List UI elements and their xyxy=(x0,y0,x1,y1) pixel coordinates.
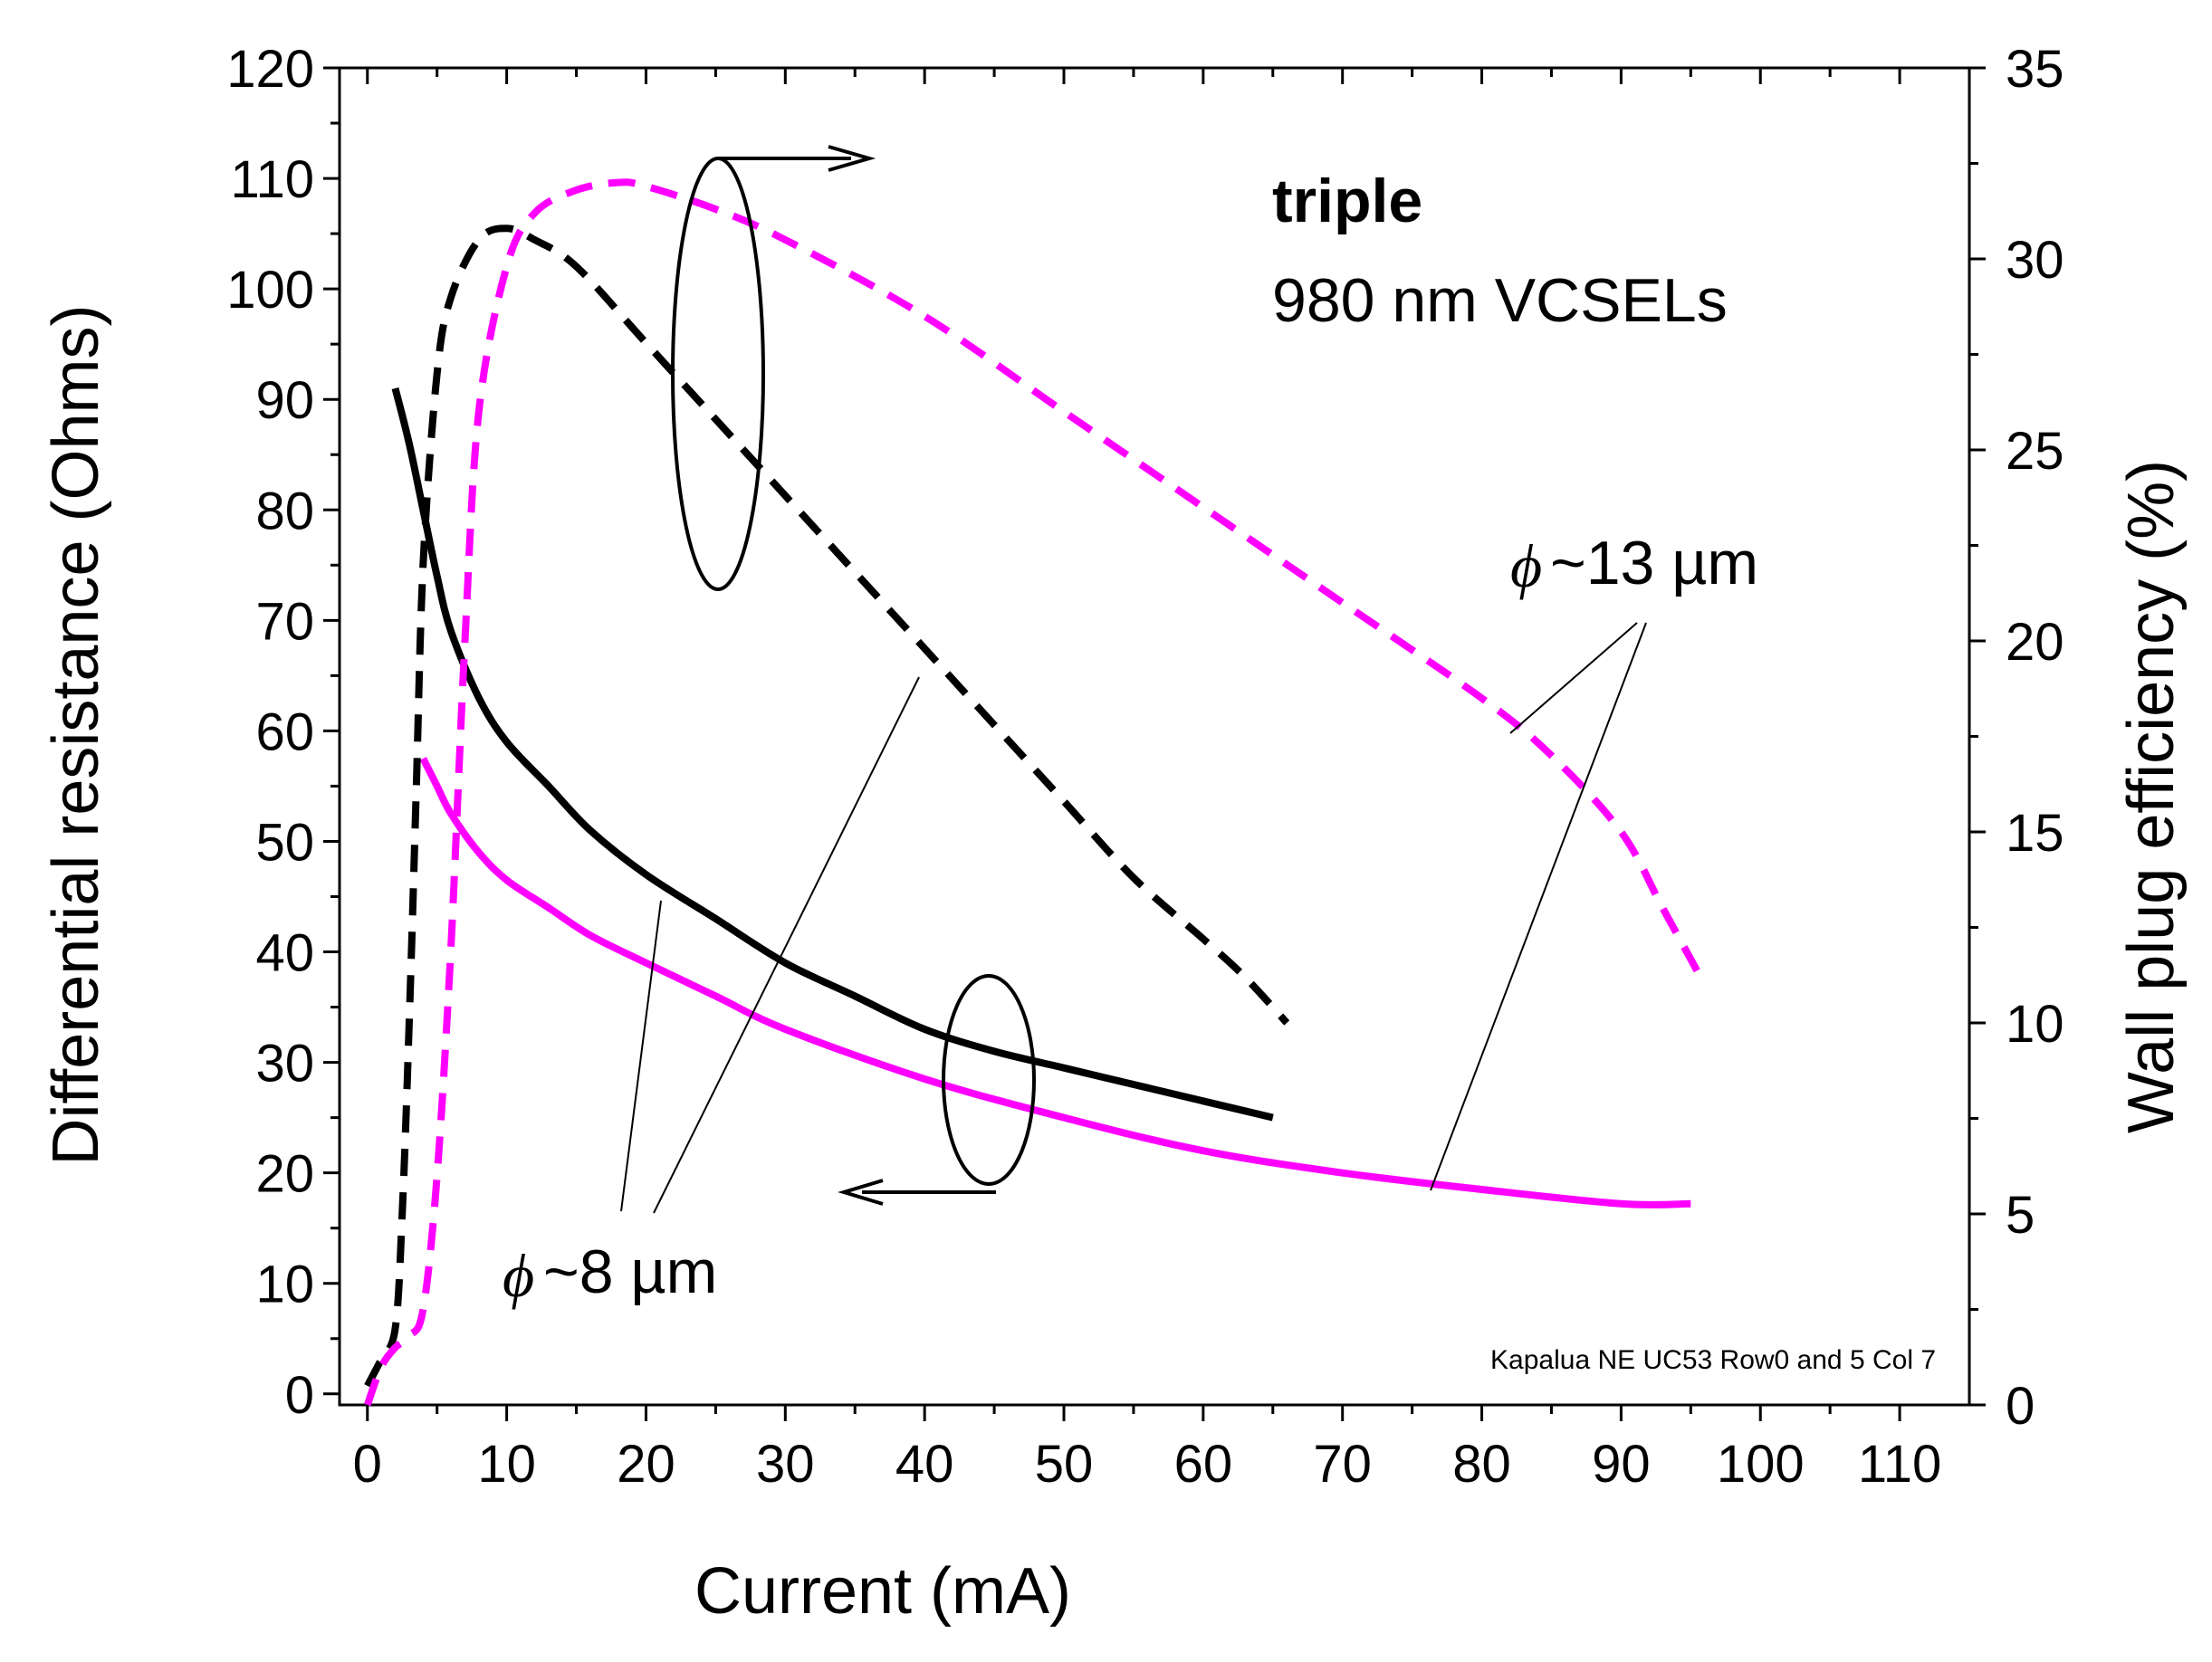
x-tick-label: 90 xyxy=(1592,1435,1651,1494)
y-left-tick-label: 10 xyxy=(255,1256,314,1314)
series-layer xyxy=(364,178,1709,1407)
y-right-tick-label: 5 xyxy=(2006,1186,2035,1245)
y-right-tick-label: 35 xyxy=(2006,40,2064,99)
y-left-tick-label: 30 xyxy=(255,1035,314,1094)
resistance-group-ellipse xyxy=(942,974,1036,1186)
x-tick-label: 40 xyxy=(895,1435,954,1494)
series-line-1 xyxy=(419,757,1691,1208)
y-left-tick-label: 70 xyxy=(255,592,314,651)
x-tick-label: 100 xyxy=(1717,1435,1805,1494)
x-tick-label: 110 xyxy=(1858,1435,1941,1494)
x-axis-title: Current (mA) xyxy=(694,1555,1071,1628)
y-left-tick-label: 90 xyxy=(255,371,314,430)
wpe-group-ellipse xyxy=(671,157,765,591)
leader-13um-resistance xyxy=(1430,622,1647,1191)
y-left-tick-label: 20 xyxy=(255,1145,314,1204)
series-line-2 xyxy=(364,224,1290,1388)
y-left-tick-label: 110 xyxy=(231,150,314,209)
y-right-tick-label: 25 xyxy=(2006,422,2064,481)
credit-label: Kapalua NE UC53 Row0 and 5 Col 7 xyxy=(1490,1345,1936,1375)
leader-8um-resistance xyxy=(620,900,662,1212)
y-left-tick-label: 0 xyxy=(285,1366,314,1425)
x-tick-label: 70 xyxy=(1313,1435,1372,1494)
device-type-label: triple xyxy=(1272,167,1422,235)
y-left-axis-ticks: 0 10 20 30 40 50 60 70 80 90 100 110 120 xyxy=(226,40,340,1425)
leader-8um-wpe xyxy=(653,676,920,1214)
y-left-tick-label: 40 xyxy=(255,924,314,983)
x-tick-label: 30 xyxy=(756,1435,815,1494)
y-left-tick-label: 60 xyxy=(255,702,314,761)
y-left-tick-label: 120 xyxy=(226,40,314,99)
x-tick-label: 0 xyxy=(353,1435,382,1494)
x-tick-label: 60 xyxy=(1174,1435,1233,1494)
x-tick-label: 80 xyxy=(1452,1435,1511,1494)
series-line-0 xyxy=(391,387,1274,1122)
y-right-tick-label: 15 xyxy=(2006,804,2064,863)
y-right-tick-label: 30 xyxy=(2006,231,2064,290)
phi-8um-symbol: ϕ xyxy=(503,1241,534,1310)
y-left-axis-title: Differential resistance (Ohms) xyxy=(40,305,112,1166)
leader-13um-wpe xyxy=(1509,622,1638,734)
device-desc-label: 980 nm VCSELs xyxy=(1272,266,1728,335)
y-right-tick-label: 20 xyxy=(2006,613,2064,672)
label-13um: ~13 µm xyxy=(1550,529,1758,597)
left-axis-arrowhead xyxy=(838,1179,884,1206)
y-left-tick-label: 80 xyxy=(255,482,314,540)
x-tick-label: 50 xyxy=(1035,1435,1094,1494)
label-8um: ~8 µm xyxy=(543,1237,717,1306)
phi-13um-symbol: ϕ xyxy=(1510,531,1542,600)
y-right-axis-title: Wall plug efficiency (%) xyxy=(2115,460,2188,1133)
series-line-3 xyxy=(364,178,1709,1407)
x-tick-label: 10 xyxy=(477,1435,536,1494)
y-right-tick-label: 0 xyxy=(2006,1377,2035,1436)
y-right-tick-label: 10 xyxy=(2006,995,2064,1054)
leader-lines xyxy=(620,622,1647,1214)
y-left-tick-label: 50 xyxy=(255,813,314,872)
x-tick-label: 20 xyxy=(617,1435,675,1494)
right-axis-arrowhead xyxy=(828,145,876,172)
y-left-tick-label: 100 xyxy=(226,261,314,320)
x-axis-ticks: 0 10 20 30 40 50 60 70 80 90 100 110 xyxy=(353,68,1941,1494)
y-right-axis-ticks: 0 5 10 15 20 25 30 35 xyxy=(1969,40,2064,1436)
